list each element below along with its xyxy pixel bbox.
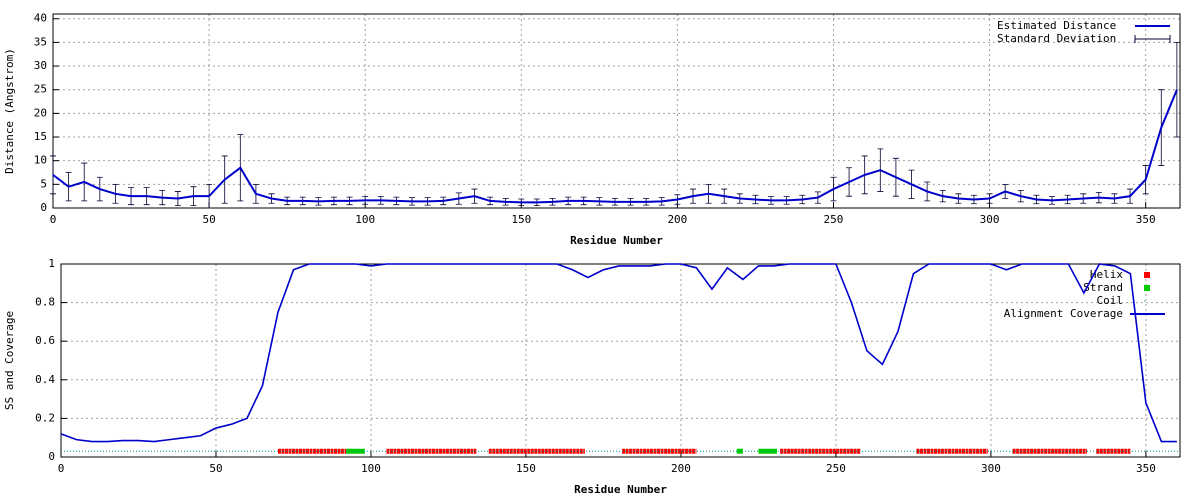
y-tick-label: 5 [40,177,47,190]
legend-label: Estimated Distance [997,19,1116,32]
x-tick-label: 200 [671,462,691,475]
x-tick-label: 50 [202,213,215,226]
y-axis-label: SS and Coverage [3,311,16,410]
coverage-line [60,263,1177,443]
y-tick-label: 15 [34,130,47,143]
legend-swatch [1144,300,1145,302]
plot-frame [60,263,1181,458]
x-tick-label: 150 [511,213,531,226]
x-tick-label: 0 [50,213,57,226]
x-tick-label: 200 [667,213,687,226]
y-tick-label: 20 [34,106,47,119]
y-tick-label: 0.8 [35,296,55,309]
error-bar [1173,41,1180,138]
legend-label: Helix [1090,268,1123,281]
y-tick-label: 40 [34,12,47,25]
y-tick-label: 1 [48,257,55,270]
y-tick-label: 0.4 [35,373,55,386]
y-axis-label: Distance (Angstrom) [3,48,16,174]
error-bar [50,155,56,195]
x-tick-label: 250 [824,213,844,226]
legend-swatch [1144,272,1150,278]
x-tick-label: 300 [981,462,1001,475]
y-tick-label: 0.2 [35,411,55,424]
legend-label: Standard Deviation [997,32,1116,45]
x-tick-label: 0 [58,462,65,475]
x-tick-label: 100 [361,462,381,475]
x-tick-label: 100 [355,213,375,226]
y-tick-label: 10 [34,154,47,167]
y-tick-label: 30 [34,59,47,72]
x-tick-label: 150 [516,462,536,475]
legend-swatch [1134,35,1171,43]
x-tick-label: 350 [1136,462,1156,475]
x-tick-label: 50 [209,462,222,475]
x-axis-label: Residue Number [570,234,663,247]
legend-label: Coil [1097,294,1124,307]
y-tick-label: 25 [34,83,47,96]
y-tick-label: 0 [40,201,47,214]
x-tick-label: 250 [826,462,846,475]
legend-label: Strand [1083,281,1123,294]
y-tick-label: 0 [48,450,55,463]
distance-line [52,89,1178,204]
x-axis-label: Residue Number [574,483,667,496]
y-tick-label: 0.6 [35,334,55,347]
x-tick-label: 300 [980,213,1000,226]
legend-label: Alignment Coverage [1004,307,1123,320]
legend-swatch [1144,285,1150,291]
x-tick-label: 350 [1136,213,1156,226]
plot-frame [52,13,1181,209]
y-tick-label: 35 [34,35,47,48]
